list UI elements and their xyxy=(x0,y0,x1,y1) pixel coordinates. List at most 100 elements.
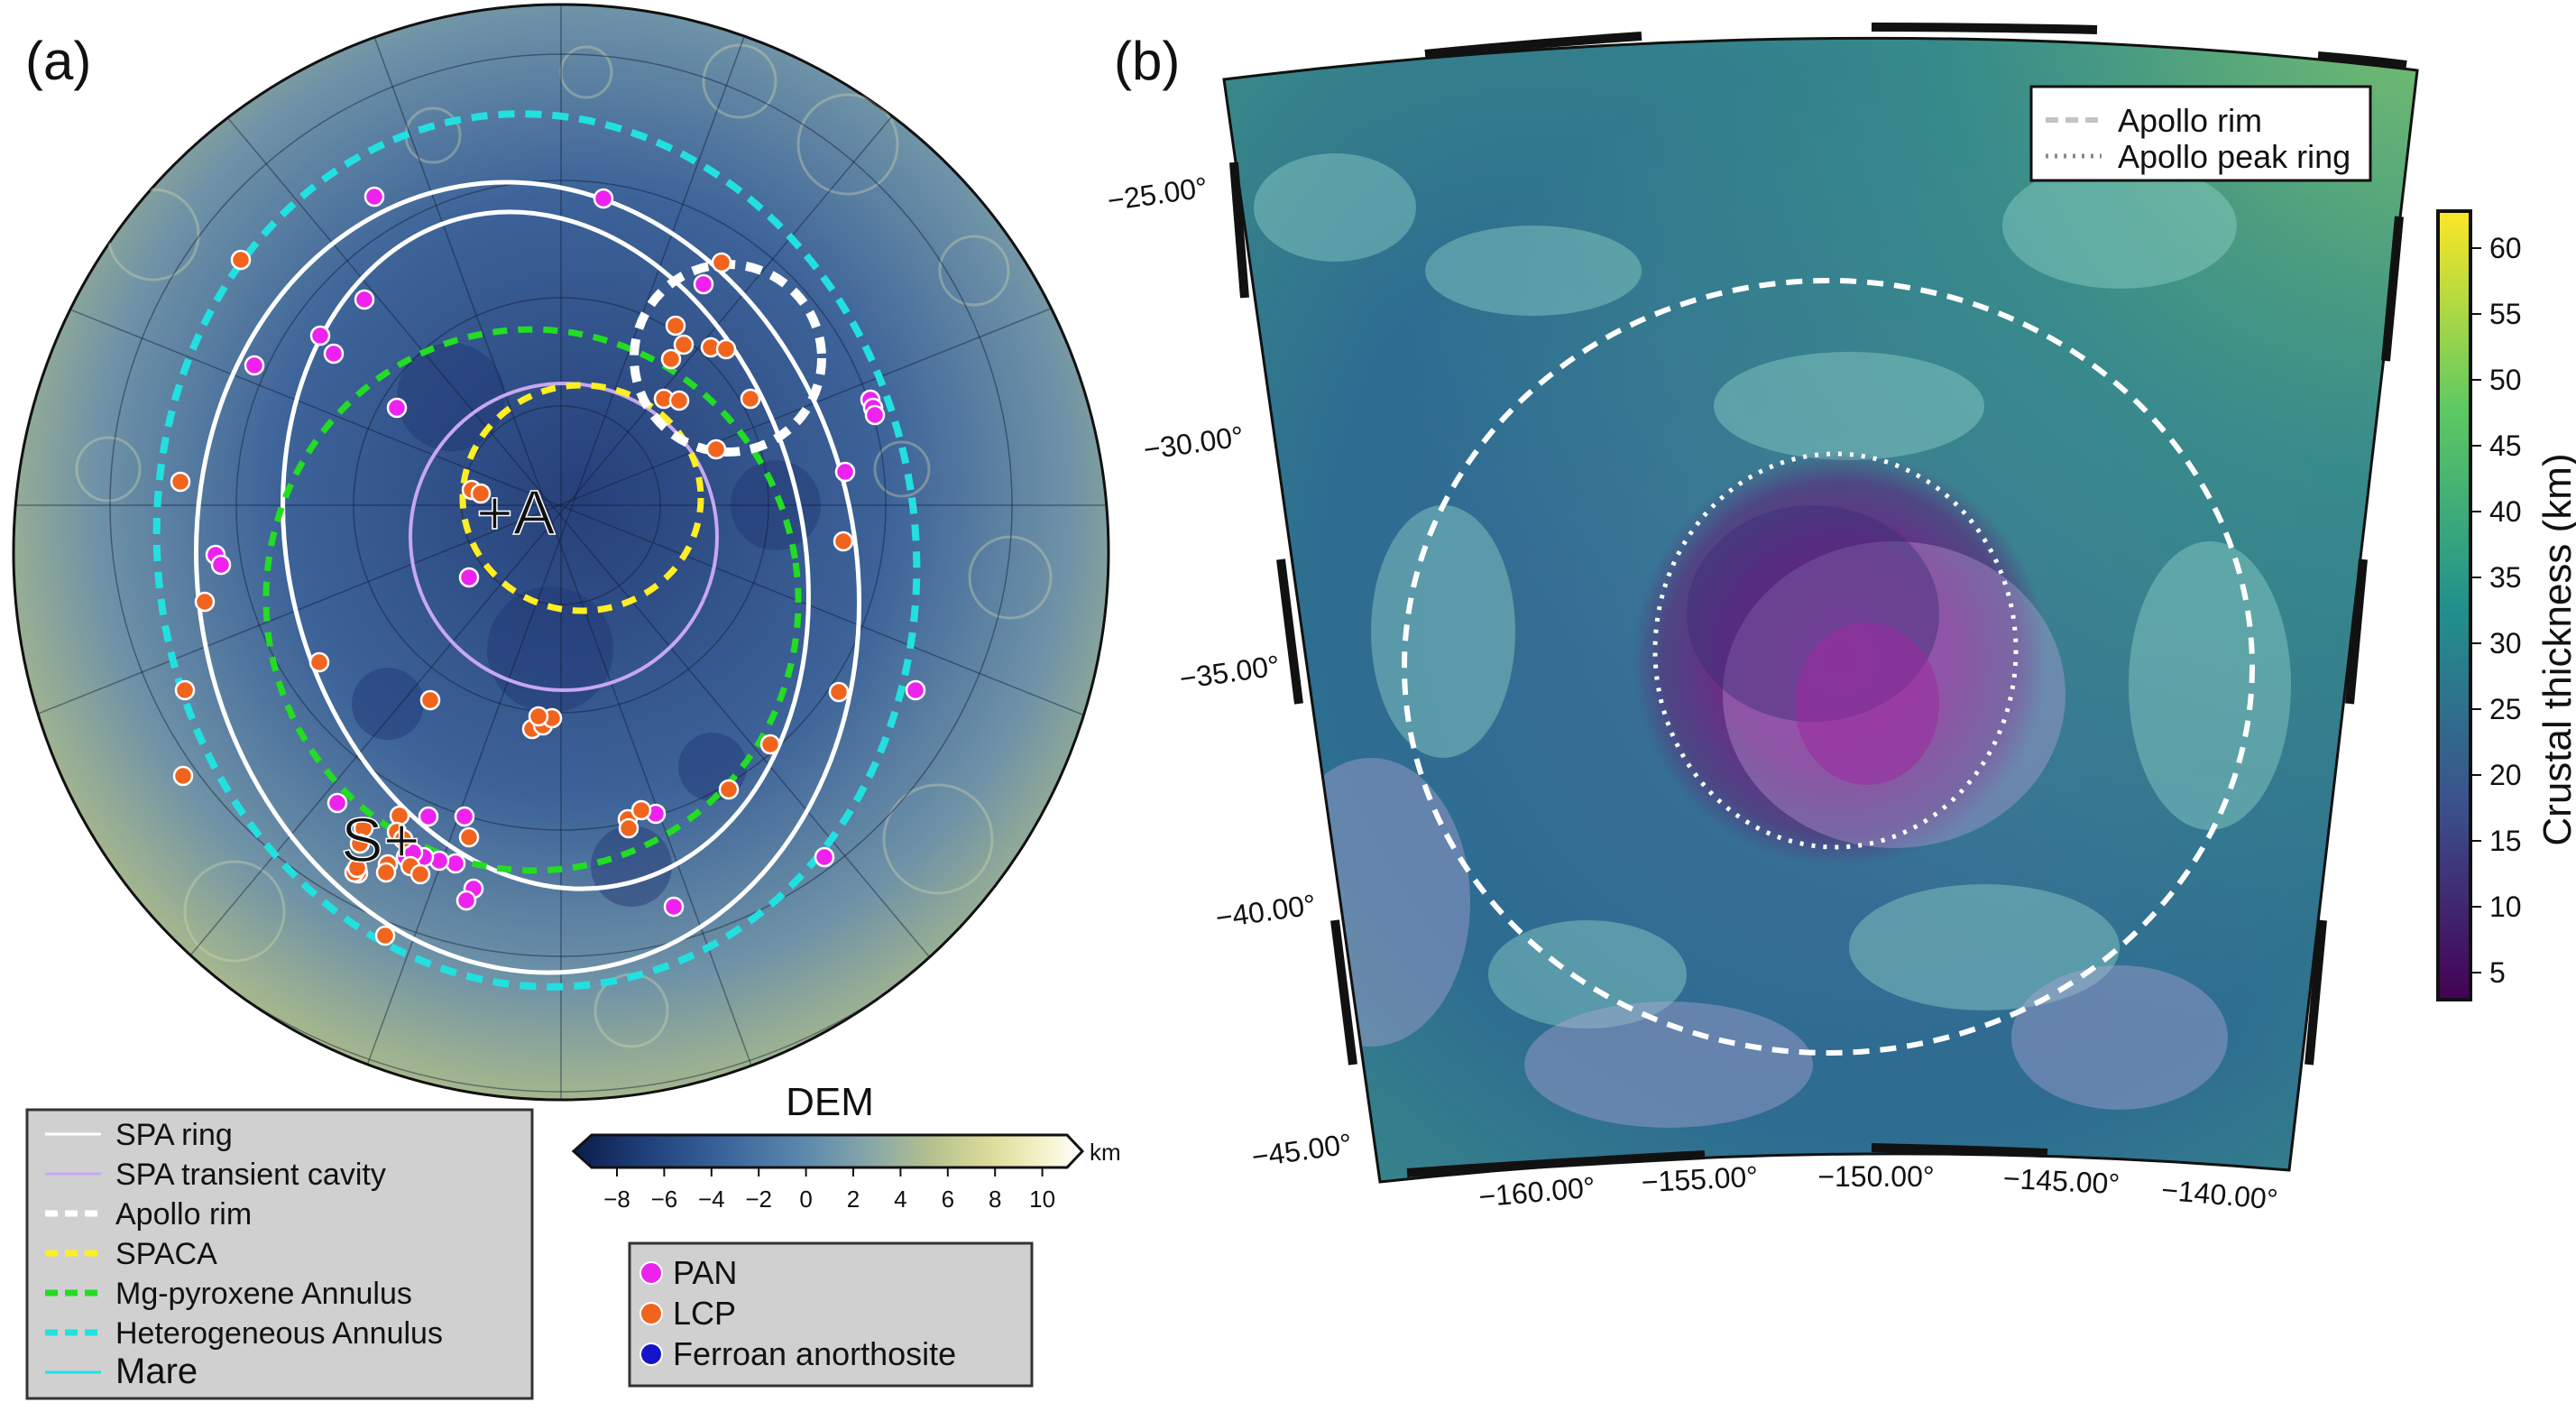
lcp-sample-dot xyxy=(740,388,761,410)
colorbar-tick-label: 25 xyxy=(2489,693,2522,725)
legend-label-spa-transient-cavity: SPA transient cavity xyxy=(115,1158,386,1192)
pan-sample-dot xyxy=(663,896,685,918)
lcp-sample-dot xyxy=(308,651,330,673)
moon-map: +A S+ xyxy=(12,3,1110,1102)
dem-tick-label: 8 xyxy=(989,1186,1001,1213)
lcp-sample-dot xyxy=(375,862,397,883)
legend-label-mare: Mare xyxy=(115,1352,198,1391)
crustal-thickness-colorbar: 60 55 50 45 40 35 30 25 20 15 10 5 Crustal thicknes… xyxy=(2436,209,2576,1001)
lcp-sample-dot xyxy=(230,249,252,271)
pan-sample-dot xyxy=(864,404,886,426)
longitude-label: −160.00° xyxy=(1477,1170,1596,1213)
colorbar-tick-label: 30 xyxy=(2489,627,2522,660)
lcp-sample-dot xyxy=(673,334,695,355)
longitude-label: −140.00° xyxy=(2160,1173,2279,1215)
pan-sample-dot xyxy=(445,853,466,874)
panel-b-label: (b) xyxy=(1114,31,1180,91)
crater-outlines xyxy=(1402,278,2255,1056)
colorbar-tick-label: 40 xyxy=(2489,495,2522,528)
dem-tick-label: −6 xyxy=(651,1186,678,1213)
latitude-label: −45.00° xyxy=(1249,1127,1353,1173)
pan-sample-dot xyxy=(905,679,926,701)
point-s-marker: S+ xyxy=(341,805,420,875)
lcp-sample-dot xyxy=(668,390,690,411)
crustal-thickness-map: Apollo rim Apollo peak ring −25.00° −30.0… xyxy=(1105,23,2419,1216)
longitude-label: −155.00° xyxy=(1641,1160,1759,1199)
lcp-sample-dot xyxy=(711,252,732,273)
lcp-sample-dot xyxy=(630,799,652,821)
pan-sample-dot xyxy=(454,806,475,827)
colorbar-tick-label: 45 xyxy=(2489,429,2522,462)
spaca-outline xyxy=(459,382,704,614)
lcp-sample-dot xyxy=(718,779,740,800)
pan-sample-dot xyxy=(309,325,331,346)
lcp-sample-dot xyxy=(194,591,216,613)
lcp-sample-dot xyxy=(660,348,682,370)
lcp-sample-dot xyxy=(759,734,781,755)
legend-label-pan: PAN xyxy=(673,1254,737,1291)
dem-tick-label: 4 xyxy=(894,1186,906,1213)
lcp-sample-dot xyxy=(346,857,368,879)
colorbar-label: Crustal thickness (km) xyxy=(2535,453,2576,845)
lcp-sample-dot xyxy=(349,833,371,854)
legend-label-lcp: LCP xyxy=(673,1295,736,1332)
lcp-sample-dot xyxy=(419,689,441,711)
dem-tick-label: −2 xyxy=(745,1186,772,1213)
pan-sample-dot xyxy=(363,186,385,208)
lcp-sample-dot xyxy=(174,679,196,701)
lcp-sample-dot xyxy=(392,828,414,850)
legend-marker-ferroan-anorthosite xyxy=(639,1343,663,1366)
colorbar-tick-label: 5 xyxy=(2489,956,2506,989)
dem-colorbar: DEM km −8 −6 −4 −2 0 2 4 6 8 10 xyxy=(571,1080,1121,1213)
sample-dots xyxy=(170,186,926,946)
lcp-sample-dot xyxy=(409,863,431,885)
pan-sample-dot xyxy=(693,273,714,295)
panel-a: (a) xyxy=(12,3,1121,1400)
spa-ring-outer xyxy=(194,180,861,975)
dem-tick-label: 2 xyxy=(847,1186,860,1213)
colorbar-tick-label: 60 xyxy=(2489,232,2522,264)
dem-tick-label: −4 xyxy=(698,1186,725,1213)
lcp-sample-dot xyxy=(528,706,549,727)
spa-transient-cavity-outline xyxy=(409,382,719,692)
pan-sample-dot xyxy=(458,567,480,588)
colorbar-tick-label: 55 xyxy=(2489,298,2522,330)
pan-sample-dot xyxy=(354,289,375,310)
longitude-label: −150.00° xyxy=(1817,1160,1934,1193)
panel-b-legend: Apollo rim Apollo peak ring xyxy=(2029,85,2372,182)
lcp-sample-dot xyxy=(715,338,737,360)
longitude-labels: −160.00° −155.00° −150.00° −145.00° −140.00° xyxy=(1477,1160,2279,1216)
lcp-sample-dot xyxy=(618,817,639,839)
colorbar-tick-label: 15 xyxy=(2489,825,2522,857)
pan-sample-dot xyxy=(418,806,439,827)
pan-sample-dot xyxy=(210,554,232,576)
pan-sample-dot xyxy=(323,343,345,364)
colorbar-tick-label: 10 xyxy=(2489,890,2522,923)
lcp-sample-dot xyxy=(170,471,191,493)
map-outlines xyxy=(152,110,921,991)
legend-label-ferroan-anorthosite: Ferroan anorthosite xyxy=(673,1335,956,1372)
lcp-sample-dot xyxy=(665,315,686,337)
lcp-sample-dot xyxy=(172,765,194,787)
point-a-marker: +A xyxy=(476,477,556,548)
pan-sample-dot xyxy=(834,461,856,483)
legend-marker-pan xyxy=(639,1261,663,1285)
dem-unit: km xyxy=(1090,1139,1121,1166)
latitude-label: −25.00° xyxy=(1105,171,1209,217)
latitude-label: −40.00° xyxy=(1213,888,1317,934)
colorbar-tick-label: 20 xyxy=(2489,759,2522,791)
graticule xyxy=(14,5,1109,1100)
pan-sample-dot xyxy=(327,792,348,814)
pan-sample-dot xyxy=(244,355,265,376)
panel-a-label: (a) xyxy=(25,31,91,91)
pan-sample-dot xyxy=(455,890,477,911)
longitude-label: −145.00° xyxy=(2002,1162,2121,1201)
lcp-sample-dot xyxy=(374,925,396,946)
legend-label-mg-pyroxene-annulus: Mg-pyroxene Annulus xyxy=(115,1277,412,1311)
pan-sample-dot xyxy=(814,846,835,868)
legend-label-apollo-rim: Apollo rim xyxy=(115,1197,252,1232)
legend-apollo-rim: Apollo rim xyxy=(2118,102,2262,139)
line-legend: SPA ring SPA transient cavity Apollo rim SP… xyxy=(25,1108,534,1400)
